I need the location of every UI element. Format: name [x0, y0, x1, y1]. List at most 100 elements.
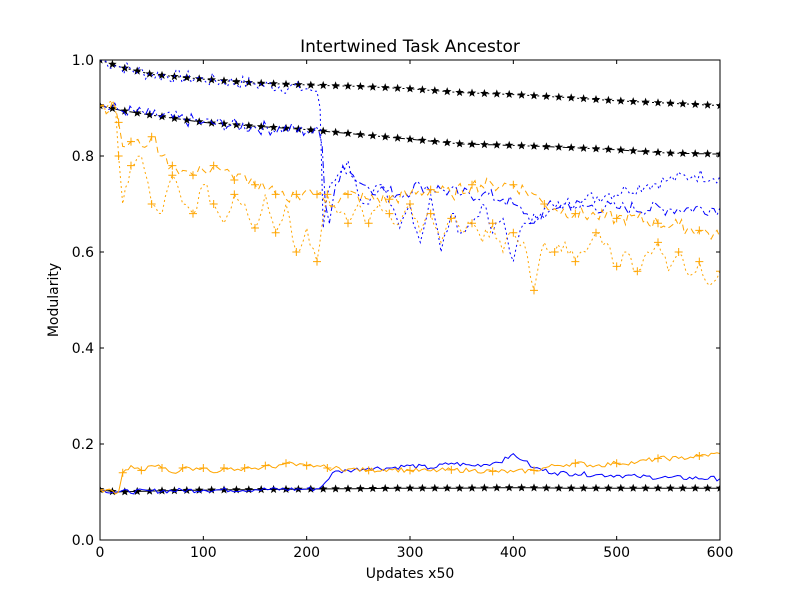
y-axis-label: Modularity: [46, 263, 62, 337]
star-marker: [294, 80, 303, 89]
star-marker: [641, 483, 650, 492]
series-layer: [100, 60, 720, 496]
star-marker: [318, 484, 328, 493]
series-line: [100, 60, 720, 264]
plus-marker: [364, 466, 373, 475]
plus-marker: [364, 219, 373, 228]
star-marker: [517, 141, 526, 150]
star-marker: [480, 89, 489, 98]
plus-marker: [127, 137, 135, 146]
star-marker: [480, 483, 489, 492]
plus-marker: [509, 228, 518, 237]
plus-marker: [100, 101, 104, 110]
star-marker: [703, 483, 712, 492]
star-marker: [269, 122, 278, 132]
plus-marker: [313, 257, 321, 266]
plus-marker: [292, 248, 301, 256]
plus-marker: [209, 200, 218, 208]
plot-frame: [99, 59, 721, 541]
plus-marker: [571, 209, 580, 218]
star-marker: [145, 69, 154, 78]
star-marker: [455, 88, 464, 97]
star-marker: [343, 81, 353, 90]
plus-marker: [633, 267, 642, 276]
plus-marker: [571, 257, 580, 266]
star-marker: [393, 483, 402, 492]
star-marker: [616, 145, 626, 154]
star-marker: [306, 125, 316, 134]
series-line: [100, 60, 720, 107]
plus-marker: [550, 248, 559, 256]
star-marker: [281, 123, 291, 132]
star-marker: [554, 483, 564, 492]
y-tick-label: 1.0: [72, 53, 94, 69]
star-marker: [690, 483, 700, 492]
star-marker: [356, 82, 365, 91]
star-marker: [492, 89, 502, 98]
star-marker: [368, 484, 378, 493]
plus-marker: [220, 464, 228, 472]
plus-marker: [147, 132, 156, 141]
star-marker: [182, 485, 192, 494]
plus-marker: [292, 190, 301, 199]
star-marker: [132, 108, 142, 117]
star-marker: [579, 143, 588, 152]
star-marker: [418, 135, 427, 144]
star-marker: [566, 483, 576, 492]
star-marker: [157, 486, 167, 495]
star-marker: [604, 144, 613, 153]
plus-marker: [323, 464, 332, 472]
star-marker: [542, 142, 551, 151]
star-marker: [182, 73, 192, 82]
star-marker: [430, 137, 440, 146]
star-marker: [281, 484, 291, 493]
plus-marker: [127, 161, 135, 170]
star-marker: [591, 144, 601, 153]
star-marker: [579, 483, 588, 492]
series-line: [100, 99, 720, 241]
star-marker: [566, 143, 576, 152]
star-marker: [232, 120, 241, 129]
star-marker: [529, 91, 539, 100]
x-axis-label: Updates x50: [366, 566, 455, 582]
star-marker: [368, 82, 378, 91]
plus-marker: [426, 209, 435, 218]
star-marker: [120, 487, 130, 496]
star-marker: [393, 133, 402, 142]
plus-marker: [385, 195, 394, 204]
star-marker: [678, 483, 688, 492]
plus-marker: [209, 161, 218, 170]
star-marker: [318, 126, 328, 135]
star-marker: [157, 70, 167, 79]
star-marker: [715, 101, 720, 110]
plus-marker: [612, 262, 621, 271]
plus-marker: [447, 214, 456, 223]
star-marker: [703, 149, 712, 158]
plus-marker: [100, 485, 104, 494]
star-marker: [653, 483, 663, 492]
star-marker: [356, 130, 365, 139]
star-marker: [244, 485, 254, 494]
plus-marker: [468, 219, 476, 228]
star-marker: [517, 483, 526, 492]
plus-marker: [406, 200, 414, 208]
star-marker: [616, 96, 626, 105]
plus-marker: [189, 209, 197, 218]
star-marker: [455, 139, 464, 148]
star-marker: [641, 147, 650, 156]
series-line: [100, 102, 720, 224]
star-marker: [604, 483, 613, 492]
plus-marker: [468, 180, 476, 189]
star-marker: [628, 146, 638, 155]
star-marker: [244, 78, 254, 87]
star-marker: [442, 138, 452, 147]
plus-marker: [323, 190, 332, 199]
plus-marker: [488, 467, 497, 476]
plus-marker: [674, 248, 683, 256]
star-marker: [182, 115, 192, 124]
star-marker: [666, 483, 675, 492]
star-marker: [517, 90, 526, 99]
star-marker: [703, 100, 712, 109]
star-marker: [641, 97, 650, 106]
